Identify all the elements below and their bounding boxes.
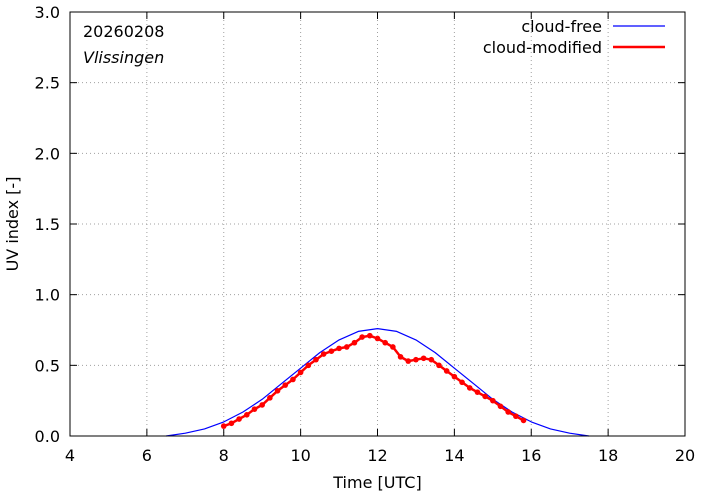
data-point-cloud-modified [305, 362, 312, 369]
x-tick-label: 14 [444, 446, 464, 465]
data-point-cloud-modified [351, 339, 358, 346]
x-tick-label: 20 [675, 446, 695, 465]
data-point-cloud-modified [413, 356, 419, 363]
x-tick-label: 18 [598, 446, 618, 465]
grid [70, 12, 685, 436]
data-point-cloud-modified [244, 412, 250, 418]
data-point-cloud-modified [420, 355, 427, 362]
data-point-cloud-modified [220, 423, 227, 429]
data-point-cloud-modified [513, 413, 519, 420]
data-point-cloud-modified [328, 348, 335, 355]
tick-labels: 4 6 8 10 12 14 16 18 20 0.0 0.5 1.0 1.5 2.0 2.5 3.0 [35, 3, 696, 465]
x-axis-title: Time [UTC] [332, 473, 421, 492]
y-axis-title: UV index [-] [3, 177, 22, 272]
data-point-cloud-modified [251, 406, 258, 412]
data-point-cloud-modified [428, 356, 435, 363]
y-tick-label: 2.5 [35, 74, 60, 93]
data-point-cloud-modified [382, 339, 388, 346]
data-point-cloud-modified [459, 379, 465, 386]
data-point-cloud-modified [297, 369, 304, 376]
data-point-cloud-modified [505, 409, 511, 415]
series-layer [166, 328, 589, 437]
data-point-cloud-modified [343, 344, 350, 350]
data-point-cloud-modified [259, 402, 265, 408]
x-tick-label: 16 [521, 446, 541, 465]
data-point-cloud-modified [290, 376, 296, 383]
x-tick-label: 12 [367, 446, 387, 465]
x-tick-label: 6 [142, 446, 152, 465]
data-point-cloud-modified [336, 345, 342, 352]
data-point-cloud-modified [520, 417, 527, 424]
ticks [69, 11, 686, 437]
data-point-cloud-modified [282, 382, 289, 388]
data-point-cloud-modified [397, 354, 404, 360]
data-point-cloud-modified [436, 362, 442, 369]
data-point-cloud-modified [320, 351, 327, 357]
data-point-cloud-modified [374, 335, 381, 342]
y-tick-label: 1.5 [35, 215, 60, 234]
legend: cloud-free cloud-modified [483, 17, 665, 57]
data-point-cloud-modified [466, 385, 473, 391]
data-point-cloud-modified [451, 373, 458, 380]
legend-label-cloud-free: cloud-free [521, 17, 602, 36]
data-point-cloud-modified [267, 395, 273, 401]
data-point-cloud-modified [490, 397, 496, 404]
x-tick-label: 4 [65, 446, 75, 465]
date-annotation: 20260208 [83, 22, 164, 41]
location-annotation: Vlissingen [83, 48, 164, 67]
data-point-cloud-modified [482, 393, 488, 400]
y-tick-label: 1.0 [35, 286, 60, 305]
data-point-cloud-modified [497, 403, 504, 410]
legend-label-cloud-modified: cloud-modified [483, 38, 602, 57]
y-tick-label: 2.0 [35, 144, 60, 163]
data-point-cloud-modified [367, 332, 373, 339]
y-tick-label: 0.0 [35, 427, 60, 446]
data-point-cloud-modified [474, 389, 481, 395]
series-line-cloud-modified [223, 334, 525, 428]
data-point-cloud-modified [228, 420, 235, 427]
data-point-cloud-modified [443, 368, 450, 374]
data-point-cloud-modified [405, 358, 412, 364]
y-tick-label: 0.5 [35, 356, 60, 375]
data-point-cloud-modified [390, 344, 396, 350]
x-tick-label: 8 [219, 446, 229, 465]
data-point-cloud-modified [236, 416, 242, 422]
data-point-cloud-modified [274, 387, 281, 394]
x-tick-label: 10 [290, 446, 310, 465]
data-point-cloud-modified [359, 334, 365, 340]
y-tick-label: 3.0 [35, 3, 60, 22]
data-point-cloud-modified [313, 356, 319, 363]
